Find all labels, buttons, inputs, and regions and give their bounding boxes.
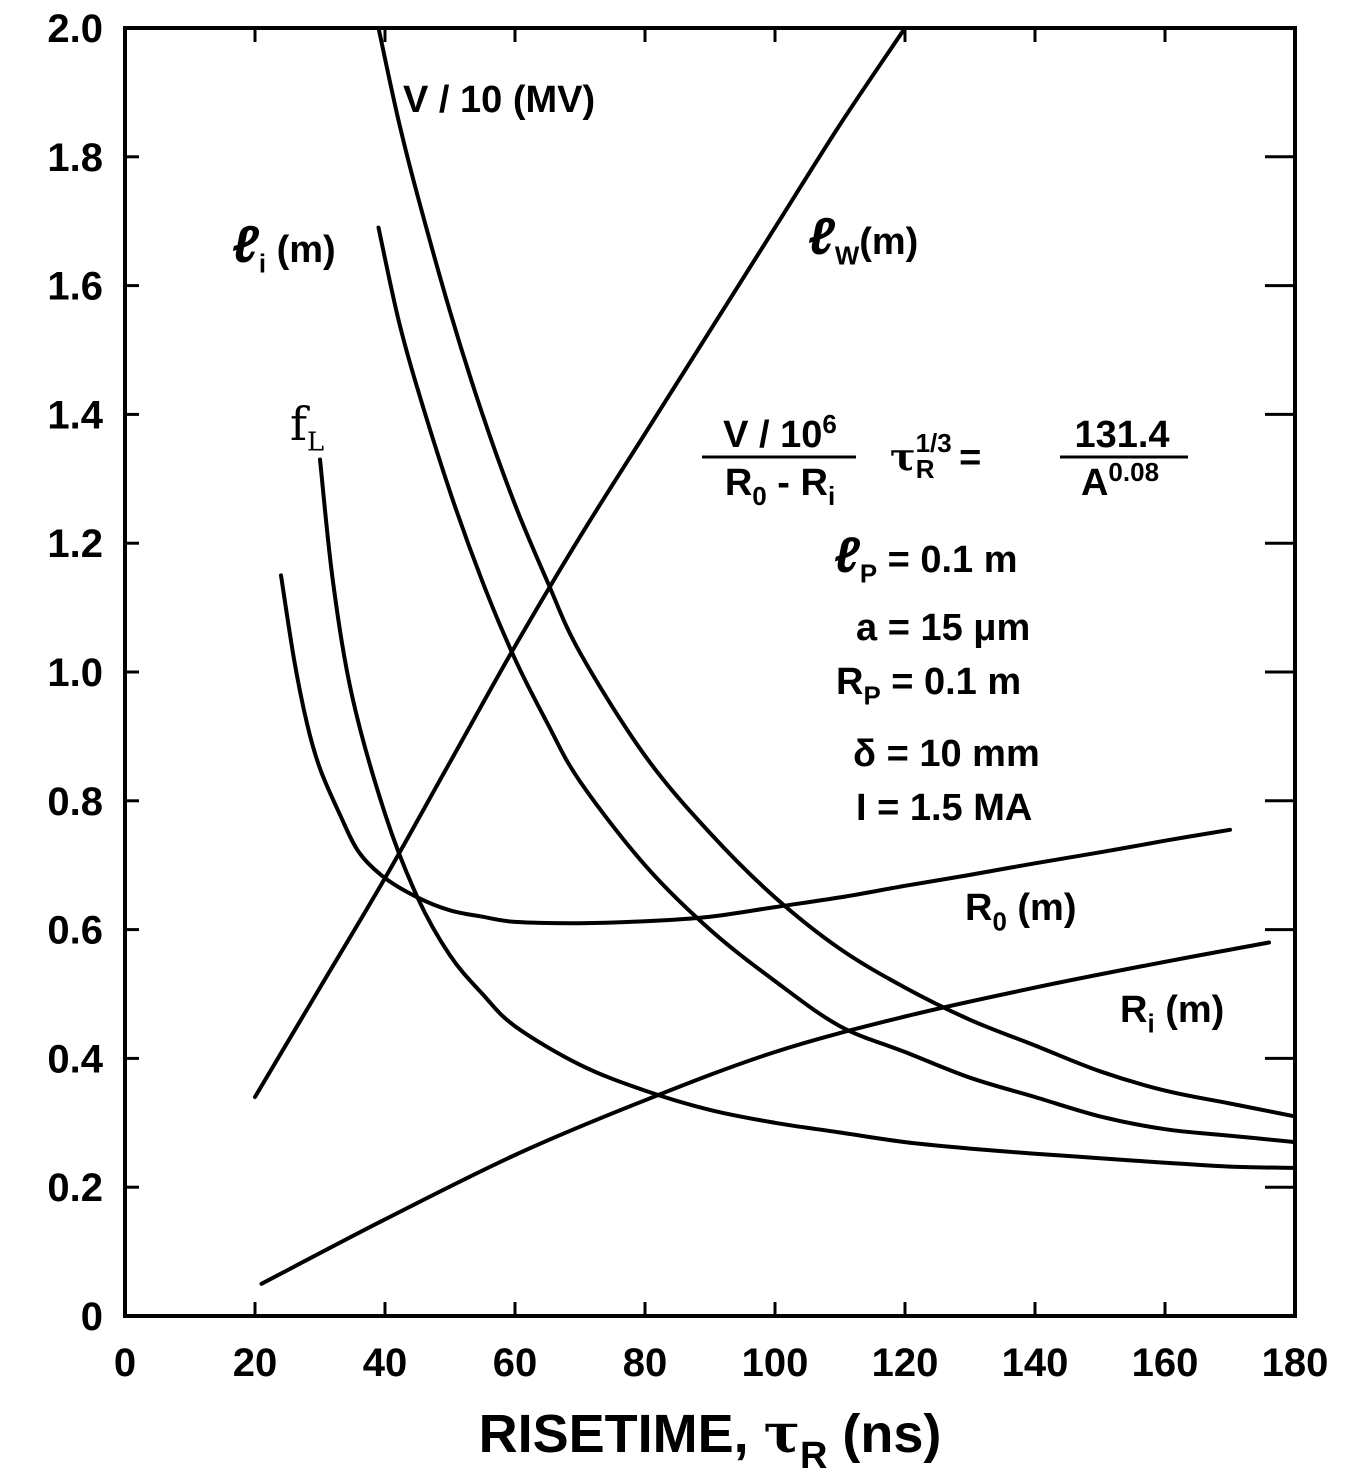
y-tick-label: 0.8 <box>47 780 103 824</box>
x-axis-title: RISETIME, τR (ns) <box>479 1401 942 1472</box>
formula-rhs-denominator: A0.08 <box>1081 457 1159 504</box>
series-label-fl: fL <box>290 397 324 458</box>
y-tick-label: 1.8 <box>47 136 103 180</box>
axis-tick-labels: 0 20 40 60 80 100 120 140 160 180 0 0.2 0.4 0.6 0.8 1.0… <box>47 7 1328 1472</box>
series-line-r0 <box>279 573 1232 926</box>
series-line-li <box>376 225 1297 1145</box>
series-line-v10 <box>376 26 1297 1119</box>
series-label-ri: Ri (m) <box>1120 989 1224 1039</box>
y-tick-label: 1.4 <box>47 393 103 437</box>
parameter-delta: δ = 10 mm <box>853 733 1040 775</box>
series-label-r0: R0 (m) <box>965 887 1076 937</box>
series-line-fl <box>318 457 1297 1170</box>
formula-tau: τ1/3 R = <box>890 428 981 484</box>
series-label-lw: ℓW(m) <box>808 208 918 271</box>
y-tick-label: 1.2 <box>47 522 103 566</box>
y-tick-label: 0 <box>81 1295 103 1339</box>
series-line-lw <box>253 26 907 1099</box>
curves <box>253 26 1297 1286</box>
x-tick-label: 40 <box>363 1341 408 1385</box>
x-tick-label: 120 <box>872 1341 939 1385</box>
formula-denominator: R0 - Ri <box>725 462 835 511</box>
axis-ticks <box>123 26 1297 1318</box>
parameter-rp: RP = 0.1 m <box>836 661 1021 711</box>
y-tick-label: 0.2 <box>47 1166 103 1210</box>
x-tick-label: 60 <box>493 1341 538 1385</box>
x-tick-label: 20 <box>233 1341 278 1385</box>
parameter-lp: ℓP = 0.1 m <box>834 527 1018 589</box>
series-label-li: ℓi (m) <box>232 216 336 279</box>
x-tick-label: 0 <box>114 1341 136 1385</box>
x-tick-label: 100 <box>742 1341 809 1385</box>
series-label-v10: V / 10 (MV) <box>403 79 595 121</box>
parameter-current: I = 1.5 MA <box>856 787 1032 829</box>
formula-numerator: V / 106 <box>723 409 837 456</box>
formula-rhs-numerator: 131.4 <box>1074 414 1169 456</box>
x-tick-label: 140 <box>1002 1341 1069 1385</box>
y-tick-label: 0.6 <box>47 909 103 953</box>
series-line-ri <box>259 940 1271 1286</box>
curve-labels: V / 10 (MV) ℓi (m) fL R0 (m) Ri (m) ℓW(m) <box>232 79 1224 1039</box>
x-tick-label: 160 <box>1132 1341 1199 1385</box>
parameter-annotations: V / 106 R0 - Ri τ1/3 R = 131.4A0.08 ℓP = 0.1 … <box>702 409 1188 829</box>
y-tick-label: 1.0 <box>47 651 103 695</box>
x-tick-label: 80 <box>623 1341 668 1385</box>
y-tick-label: 0.4 <box>47 1037 103 1081</box>
formula: V / 106 R0 - Ri τ1/3 R = 131.4A0.08 <box>702 409 1188 511</box>
x-tick-label: 180 <box>1262 1341 1329 1385</box>
y-tick-label: 1.6 <box>47 265 103 309</box>
parameter-a: a = 15 μm <box>856 607 1030 649</box>
y-tick-label: 2.0 <box>47 7 103 51</box>
